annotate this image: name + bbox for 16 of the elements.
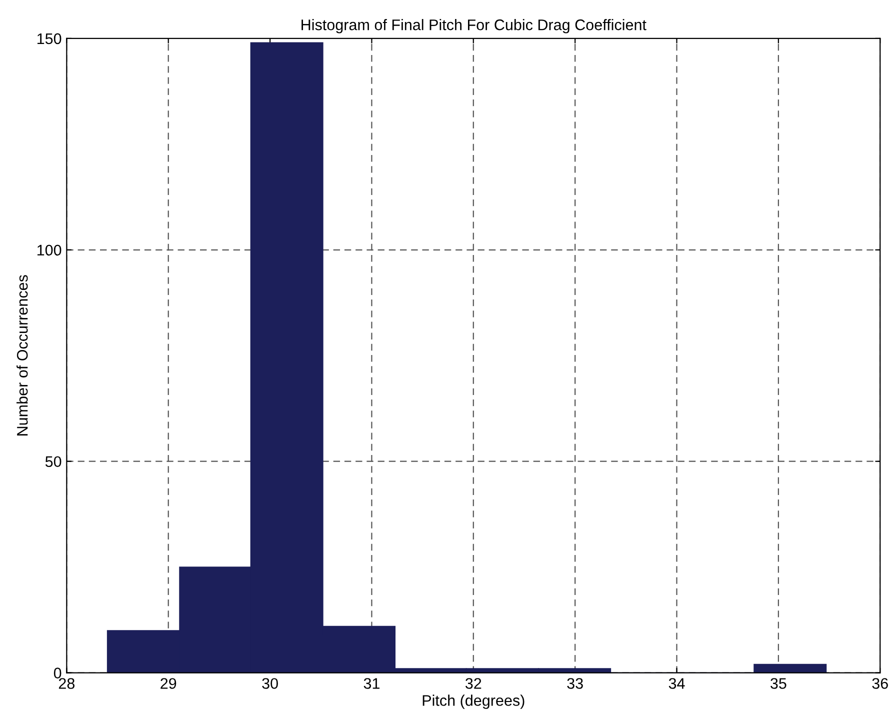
y-tick-label: 150 xyxy=(37,33,62,44)
x-tick-label: 36 xyxy=(872,678,888,689)
y-tick-label: 50 xyxy=(45,456,62,468)
y-tick-label: 100 xyxy=(37,244,62,256)
x-tick-label: 33 xyxy=(567,678,583,689)
x-tick-label: 34 xyxy=(668,678,685,689)
x-axis-title: Pitch (degrees) xyxy=(422,694,524,709)
x-tick-label: 32 xyxy=(465,678,482,689)
chart-title: Histogram of Final Pitch For Cubic Drag Coefficient xyxy=(302,19,646,34)
x-tick-label: 35 xyxy=(770,678,786,689)
x-tick-label: 31 xyxy=(364,678,380,689)
x-tick-label: 28 xyxy=(58,678,75,689)
y-axis-title: Number of Occurrences xyxy=(16,275,28,436)
x-tick-label: 29 xyxy=(160,678,176,689)
y-tick-label: 0 xyxy=(54,668,62,678)
x-tick-label: 30 xyxy=(262,678,278,689)
